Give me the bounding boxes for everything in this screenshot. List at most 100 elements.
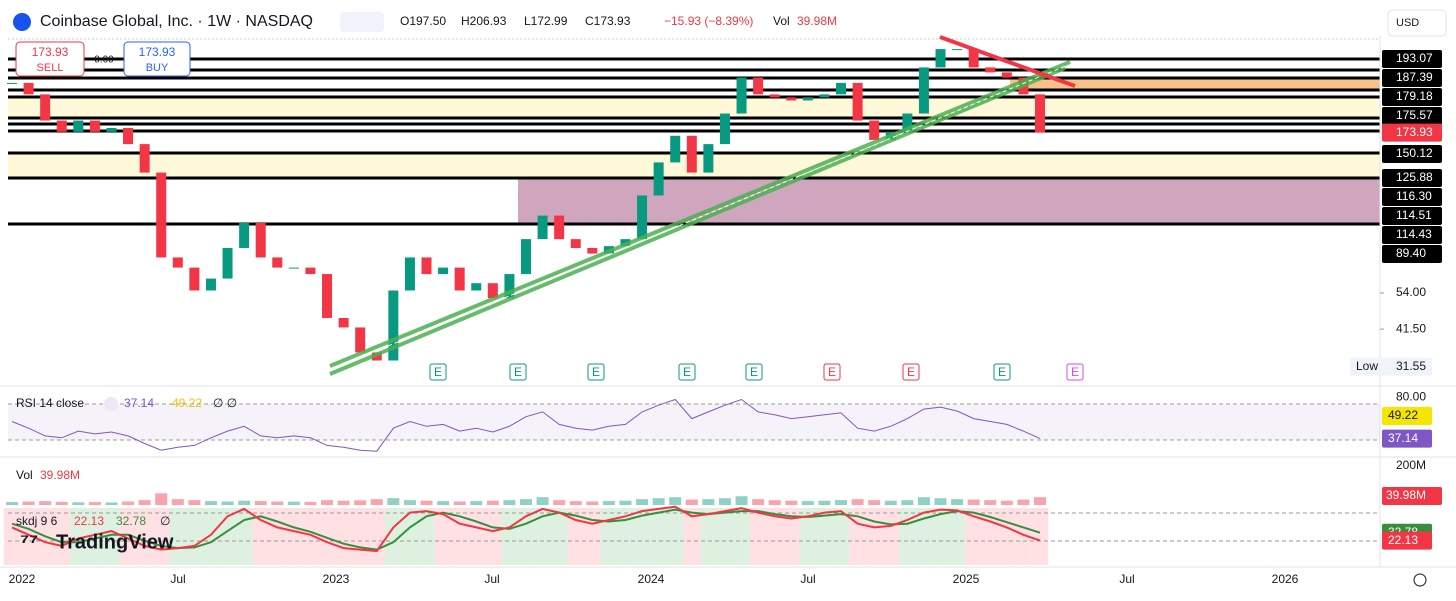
earnings: E <box>998 365 1006 379</box>
volume-bar <box>39 501 52 505</box>
skdj-bg <box>932 508 949 565</box>
candle <box>521 239 531 275</box>
level-label: 187.39 <box>1396 70 1433 84</box>
volume-bar <box>1000 500 1013 505</box>
level-label: 175.57 <box>1396 108 1433 122</box>
level-box <box>1382 50 1442 68</box>
volume-bar <box>22 501 35 505</box>
level-box <box>1382 169 1442 187</box>
candle <box>454 267 465 291</box>
candle <box>255 222 266 258</box>
skdj-bg <box>186 508 203 565</box>
x-label: Jul <box>1119 572 1134 586</box>
x-label: Jul <box>800 572 815 586</box>
candle <box>637 195 648 240</box>
rsi-icon <box>104 397 118 411</box>
sell-label: SELL <box>37 62 64 74</box>
candle <box>404 257 415 291</box>
settings-button[interactable] <box>1413 573 1427 587</box>
level-box <box>1382 207 1442 225</box>
skdj-flag: ∅ <box>160 514 170 528</box>
volume-bar <box>735 496 748 505</box>
candle <box>869 120 880 140</box>
earnings: E <box>828 365 836 379</box>
volume-bar <box>55 501 68 505</box>
vol-top: 200M <box>1396 458 1426 472</box>
candle <box>89 120 100 132</box>
earnings: E <box>514 365 522 379</box>
candle <box>736 77 747 114</box>
volume-bar <box>851 499 864 505</box>
rsi-ma: 49.22 <box>172 396 202 410</box>
skdj-bg <box>965 508 982 565</box>
candle <box>769 94 780 98</box>
candle <box>653 162 664 196</box>
level-box <box>1382 88 1442 106</box>
volume-bar <box>967 499 980 505</box>
skdj-bg <box>318 508 336 565</box>
level-label: 125.88 <box>1396 170 1433 184</box>
sell-button[interactable] <box>15 41 85 77</box>
volume-bar <box>304 501 317 505</box>
volume-bar <box>470 501 483 505</box>
candle <box>139 144 150 173</box>
level-label: 116.30 <box>1396 189 1432 203</box>
ohlc: H206.93 <box>461 14 507 28</box>
currency-button[interactable] <box>1387 9 1447 37</box>
candle <box>106 127 117 132</box>
low-label: Low <box>1356 359 1378 373</box>
candle <box>123 127 134 145</box>
skdj-d: 32.78 <box>116 514 146 528</box>
skdj-bg <box>501 508 518 565</box>
volume-bar <box>619 500 632 505</box>
ohlc: O197.50 <box>400 14 446 28</box>
skdj-bg <box>103 508 120 565</box>
compare-button[interactable] <box>340 12 384 32</box>
candle <box>205 278 216 291</box>
skdj-bg <box>302 508 319 565</box>
skdj-bg <box>152 508 170 565</box>
volume-bar <box>785 500 798 505</box>
x-label: 2022 <box>9 572 36 586</box>
volume-bar <box>221 501 234 505</box>
volume-bar <box>536 497 549 505</box>
volume-bar <box>370 499 383 505</box>
candle <box>686 135 697 173</box>
skdj-bg <box>53 508 71 565</box>
volume-bar <box>204 501 217 505</box>
candle <box>719 113 730 145</box>
skdj-bg <box>434 508 452 565</box>
buy-button[interactable] <box>123 41 191 77</box>
skdj-bg <box>70 508 87 565</box>
volume-bar <box>917 497 930 505</box>
earnings: E <box>1071 365 1079 379</box>
volume-bar <box>669 497 682 505</box>
candle <box>487 283 498 299</box>
volume-bar <box>901 500 914 505</box>
currency: USD <box>1396 17 1419 29</box>
skdj-bg <box>617 508 634 565</box>
skdj-bg <box>268 508 286 565</box>
earnings: E <box>592 365 600 379</box>
logo-text: TradingView <box>56 531 174 553</box>
volume-bar <box>1034 497 1046 505</box>
candle <box>322 274 333 318</box>
candle <box>156 172 167 258</box>
skdj-title: skdj 9 6 <box>16 514 58 528</box>
volume-bar <box>403 500 416 505</box>
volume-bar <box>884 500 897 505</box>
skdj-bg <box>169 508 187 565</box>
skdj-bg <box>716 508 734 565</box>
earnings: E <box>683 365 691 379</box>
candle <box>935 49 946 68</box>
volume-bar <box>453 501 466 505</box>
candle <box>23 82 34 95</box>
volume-bar <box>586 501 599 505</box>
volume-bar <box>652 498 665 505</box>
volume-bar <box>602 501 615 505</box>
low-value: 31.55 <box>1396 359 1426 373</box>
last-price-box <box>1382 123 1442 142</box>
candle <box>40 94 51 121</box>
volume-bar <box>254 501 267 505</box>
volume-bar <box>801 501 814 505</box>
